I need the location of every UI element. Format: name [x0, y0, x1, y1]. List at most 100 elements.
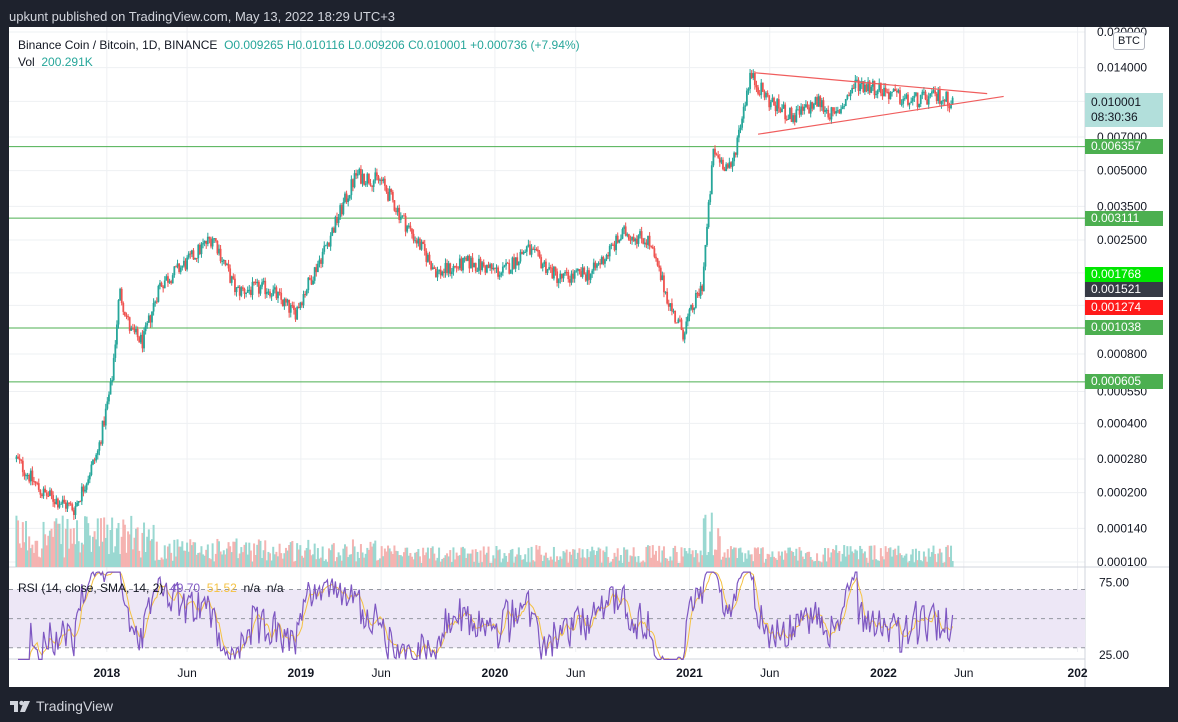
volume-bar — [342, 548, 345, 567]
time-axis: 2018 Jun 2019 Jun 2020 Jun 2021 Jun 2022 Jun 202 — [93, 666, 1087, 680]
volume-bar — [879, 548, 882, 567]
candle-body — [160, 282, 163, 287]
volume-bar — [415, 551, 418, 567]
volume-bar — [847, 554, 850, 567]
candle-body — [93, 459, 96, 461]
volume-bar — [272, 546, 275, 567]
volume-bar — [538, 545, 541, 567]
candle-body — [535, 249, 538, 251]
candle-body — [937, 89, 940, 101]
volume-bar — [651, 545, 654, 567]
candle-body — [44, 488, 47, 493]
chart-panel[interactable]: 0.0200000.0140000.0100000.0070000.005000… — [9, 27, 1169, 687]
volume-bar — [300, 555, 303, 567]
candle-body — [728, 162, 731, 168]
volume-bar — [359, 544, 362, 567]
candle-body — [270, 295, 273, 297]
symbol-title[interactable]: Binance Coin / Bitcoin, 1D, BINANCE — [18, 38, 218, 52]
volume-bar — [938, 548, 941, 567]
volume-bar — [422, 547, 425, 567]
volume-bar — [905, 553, 908, 567]
candle-body — [63, 499, 66, 503]
volume-bar — [90, 551, 93, 567]
volume-bar — [489, 562, 492, 567]
volume-bar — [836, 552, 839, 567]
candle-body — [769, 101, 772, 108]
currency-badge[interactable]: BTC — [1113, 32, 1145, 50]
volume-bar — [446, 553, 449, 567]
volume-bar — [591, 546, 594, 567]
price-tick-label: 0.000200 — [1097, 486, 1147, 500]
candle-body — [249, 289, 252, 295]
volume-bar — [64, 528, 67, 567]
volume-bar — [613, 552, 616, 567]
candle-body — [686, 316, 689, 322]
candle-body — [487, 264, 490, 268]
candle-body — [192, 250, 195, 260]
support-levels — [9, 146, 1085, 383]
volume-bar — [549, 556, 552, 567]
volume-bar — [343, 544, 346, 567]
candle-body — [21, 460, 24, 473]
volume-bar — [929, 556, 932, 567]
volume-bar — [650, 557, 653, 567]
volume-bar — [377, 559, 380, 567]
volume-bar — [760, 548, 763, 567]
volume-bar — [114, 546, 117, 567]
candle-body — [843, 105, 846, 107]
chart-canvas[interactable]: 0.0200000.0140000.0100000.0070000.005000… — [9, 27, 1169, 687]
candle-body — [546, 269, 549, 273]
candle-body — [680, 319, 683, 330]
volume-bar — [310, 555, 313, 567]
volume-bar — [197, 552, 200, 567]
candle-body — [907, 94, 909, 105]
volume-bar — [854, 549, 857, 567]
tradingview-logo[interactable]: TradingView — [9, 698, 113, 714]
rsi-label[interactable]: RSI (14, close, SMA, 14, 2) — [18, 581, 164, 595]
candle-body — [891, 91, 893, 93]
candle-body — [76, 502, 78, 507]
volume-bar — [270, 560, 273, 567]
volume-bar — [742, 562, 745, 567]
volume-bar — [388, 548, 391, 567]
candle-body — [604, 259, 606, 264]
candle-body — [782, 104, 785, 109]
candle-body — [691, 304, 694, 311]
candle-body — [627, 234, 630, 240]
volume-bar — [339, 555, 342, 567]
volume-bar — [870, 545, 873, 567]
volume-bar — [299, 545, 302, 567]
volume-bar — [88, 535, 91, 567]
candle-body — [575, 270, 578, 272]
candle-body — [722, 159, 724, 170]
volume-bar — [758, 553, 761, 567]
volume-bar — [364, 553, 367, 567]
trendline-lower — [757, 95, 1004, 135]
volume-bar — [380, 546, 383, 567]
volume-bar — [230, 552, 233, 567]
candle-body — [913, 95, 916, 98]
candle-body — [458, 258, 461, 269]
volume-bar — [264, 540, 267, 567]
volume-bar — [123, 524, 126, 567]
candle-body — [934, 90, 936, 94]
volume-bar — [454, 559, 457, 567]
volume-label[interactable]: Vol — [18, 55, 35, 69]
volume-bar — [774, 558, 777, 567]
volume-bar — [144, 552, 147, 567]
candle-body — [187, 253, 190, 258]
candle-body — [553, 266, 555, 279]
volume-bar — [410, 556, 413, 567]
candle-body — [61, 499, 64, 504]
volume-bar — [766, 553, 769, 567]
candle-body — [773, 97, 775, 106]
candle-body — [950, 104, 952, 109]
candle-body — [730, 162, 732, 167]
volume-bar — [436, 557, 439, 567]
candle-body — [234, 278, 236, 293]
candle-body — [541, 264, 544, 269]
current-price-value: 0.010001 — [1091, 95, 1142, 110]
candle-body — [438, 269, 440, 272]
candle-body — [216, 240, 219, 254]
volume-bar — [225, 548, 228, 567]
